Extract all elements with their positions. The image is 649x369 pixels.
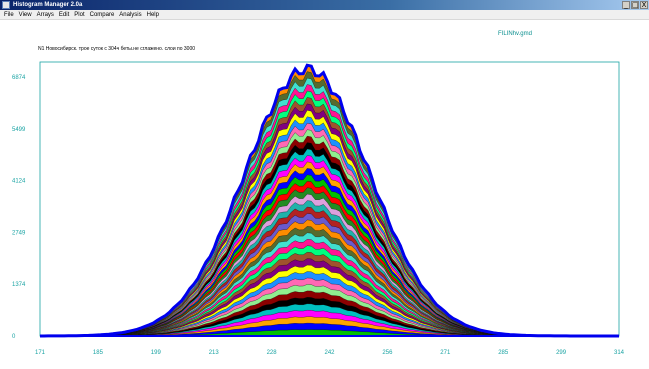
menu-help[interactable]: Help: [146, 11, 159, 18]
x-axis-ticks: 171 185 199 213 228 242 256 271 285 299 314: [35, 350, 625, 356]
close-button[interactable]: X: [640, 1, 648, 9]
x-tick-label: 299: [556, 350, 567, 356]
x-tick-label: 256: [382, 350, 393, 356]
window-controls: _ □ X: [622, 1, 648, 9]
y-tick-label: 0: [12, 334, 16, 340]
x-tick-label: 314: [614, 350, 625, 356]
x-tick-label: 285: [498, 350, 509, 356]
window-title: Histogram Manager 2.0a: [13, 2, 83, 8]
menu-view[interactable]: View: [18, 11, 32, 18]
maximize-button[interactable]: □: [631, 1, 639, 9]
minimize-button[interactable]: _: [622, 1, 630, 9]
menu-analysis[interactable]: Analysis: [119, 11, 142, 18]
menu-file[interactable]: File: [4, 11, 14, 18]
menu-plot[interactable]: Plot: [74, 11, 85, 18]
y-tick-label: 4124: [12, 179, 26, 185]
menu-arrays[interactable]: Arrays: [36, 11, 54, 18]
x-tick-label: 199: [151, 350, 162, 356]
histogram-layers: [40, 65, 619, 337]
menu-bar: File View Arrays Edit Plot Compare Analy…: [0, 10, 649, 20]
y-tick-label: 2749: [12, 230, 26, 236]
x-tick-label: 171: [35, 350, 46, 356]
menu-compare[interactable]: Compare: [89, 11, 115, 18]
plot-subtitle: N1 Новосибирск. трое суток с 304ч беты.н…: [38, 46, 196, 52]
x-tick-label: 242: [324, 350, 335, 356]
y-tick-label: 5499: [12, 127, 26, 133]
app-icon: [2, 1, 10, 9]
y-tick-label: 6874: [12, 75, 26, 81]
title-bar: Histogram Manager 2.0a _ □ X: [0, 0, 649, 10]
y-axis-ticks: 0 1374 2749 4124 5499 6874: [12, 75, 26, 340]
x-tick-label: 271: [440, 350, 451, 356]
file-name-label: FILINhv.gmd: [498, 31, 532, 37]
y-tick-label: 1374: [12, 282, 26, 288]
menu-edit[interactable]: Edit: [58, 11, 70, 18]
x-tick-label: 213: [209, 350, 220, 356]
x-tick-label: 185: [93, 350, 104, 356]
x-tick-label: 228: [267, 350, 278, 356]
